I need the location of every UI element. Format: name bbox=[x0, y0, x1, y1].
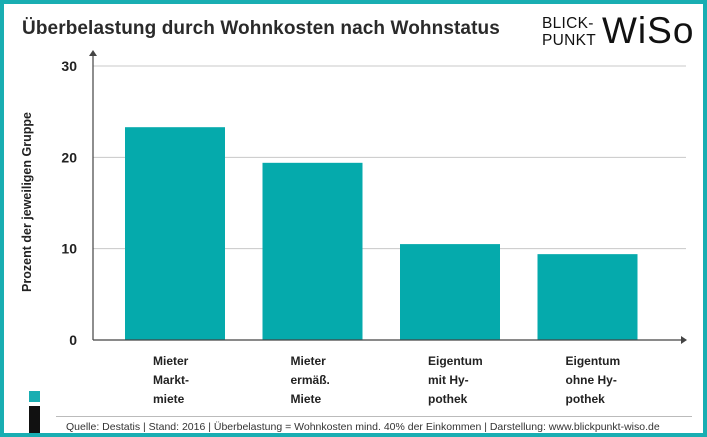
y-axis-arrow bbox=[89, 50, 97, 56]
logo-wiso: WiSo bbox=[602, 10, 695, 51]
footer-divider bbox=[56, 416, 692, 417]
bar bbox=[400, 244, 500, 340]
x-tick-label: Eigentum ohne Hy-pothek bbox=[566, 352, 676, 409]
y-tick-label: 0 bbox=[69, 332, 77, 348]
x-tick-label-line: Miete bbox=[290, 392, 322, 406]
x-tick-label-line: Mieter bbox=[153, 354, 189, 368]
x-tick-label-line: miete bbox=[153, 392, 185, 406]
x-tick-label-line: Markt- bbox=[153, 373, 190, 387]
chart-title: Überbelastung durch Wohnkosten nach Wohn… bbox=[22, 18, 500, 39]
x-tick-label-line: ermäß. bbox=[290, 373, 330, 387]
bar bbox=[125, 127, 225, 341]
x-axis-arrow bbox=[681, 336, 687, 344]
y-tick-label: 30 bbox=[61, 58, 77, 74]
x-tick-label: Mieter ermäß. Miete bbox=[291, 352, 401, 409]
y-tick-label: 10 bbox=[61, 241, 77, 257]
x-tick-label-line: Eigentum bbox=[565, 354, 621, 368]
logo-line2: PUNKT bbox=[542, 32, 597, 49]
x-tick-label-line: Eigentum bbox=[428, 354, 483, 368]
brand-square-teal bbox=[29, 391, 40, 402]
brand-bar-black bbox=[29, 406, 40, 433]
x-tick-label: Eigentum mit Hy-pothek bbox=[428, 352, 538, 409]
x-tick-label-line: pothek bbox=[565, 392, 605, 406]
y-tick-label: 20 bbox=[61, 149, 77, 165]
bar bbox=[262, 162, 363, 340]
logo-line1: BLICK- bbox=[542, 15, 594, 32]
bar bbox=[537, 254, 638, 340]
x-tick-label: Mieter Markt-miete bbox=[153, 352, 263, 409]
footer-source: Quelle: Destatis | Stand: 2016 | Überbel… bbox=[66, 421, 660, 433]
x-tick-label-line: pothek bbox=[428, 392, 468, 406]
x-tick-label-line: mit Hy- bbox=[428, 373, 469, 387]
x-tick-label-line: ohne Hy- bbox=[565, 373, 617, 387]
x-tick-label-line: Mieter bbox=[290, 354, 326, 368]
